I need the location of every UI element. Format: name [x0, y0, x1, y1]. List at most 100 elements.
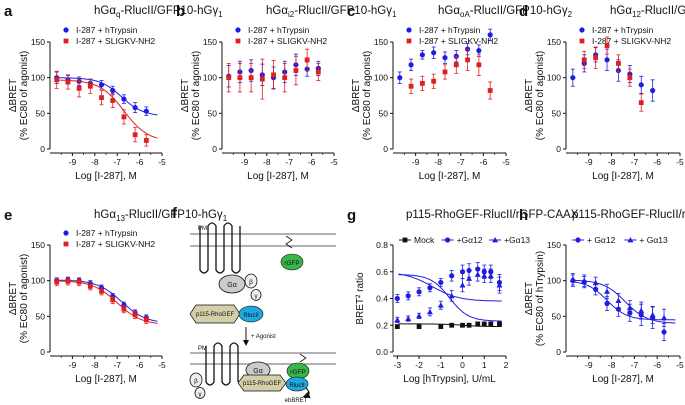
legend-entry: I-287 + hTrypsin	[63, 25, 138, 35]
legend-marker	[63, 27, 69, 33]
x-tick-label: 0	[460, 360, 465, 370]
y-axis-label: ΔBRET	[8, 79, 19, 112]
chart-d: d hGα12-RlucII/GFP10-hGγ1 0 50 100 150 -9 -8 -7 -…	[519, 3, 685, 182]
x-axis-label: Log [I-287], M	[75, 171, 137, 182]
legend-entry: I-287 + SLIGKV-NH2	[406, 36, 498, 46]
y-tick-label: 50	[552, 311, 562, 321]
y-tick-label: 0	[556, 144, 561, 154]
legend-label: I-287 + SLIGKV-NH2	[592, 36, 671, 46]
data-point	[476, 47, 482, 54]
legend-entry: + Gα13	[624, 235, 668, 245]
data-point	[604, 288, 611, 294]
legend-marker	[445, 237, 451, 243]
receptor-top	[199, 222, 241, 274]
y-tick-label: 0.0	[376, 347, 388, 357]
x-tick-label: -2	[415, 360, 423, 370]
data-point	[570, 75, 576, 81]
y-axis-label: ΔBRET	[524, 79, 535, 112]
legend-marker	[63, 38, 69, 44]
legend-marker	[575, 237, 581, 243]
data-point	[627, 75, 633, 81]
data-point	[416, 289, 422, 295]
legend-label: I-287 + hTrypsin	[419, 25, 481, 35]
rgfp-top: rGFP	[280, 235, 304, 271]
data-point	[416, 312, 423, 319]
fit-curve	[571, 281, 676, 321]
legend-marker	[627, 237, 634, 243]
data-point	[465, 57, 470, 63]
y-axis-sublabel: (% EC80 of agonist)	[535, 51, 546, 141]
data-point	[54, 279, 60, 285]
series-i-287-sligkv-nh2	[54, 70, 158, 147]
data-point	[438, 279, 444, 286]
data-point	[466, 275, 473, 281]
chart-title: p115-RhoGEF-RlucII/rGFP-CAAX	[572, 209, 685, 221]
legend-entry: I-287 + hTrypsin	[579, 25, 654, 35]
title-subscript: q	[116, 10, 120, 19]
data-point	[438, 324, 444, 329]
rgfp-label-bottom: rGFP	[290, 369, 306, 376]
y-tick-label: 0.8	[376, 240, 388, 250]
gamma-label: γ	[254, 293, 258, 300]
data-point	[419, 80, 425, 86]
y-tick-label: 50	[379, 108, 389, 118]
y-tick-label: 100	[31, 73, 45, 83]
y-tick-label: 50	[208, 108, 218, 118]
data-point	[271, 72, 276, 78]
series-i-287-htrypsin	[570, 47, 656, 102]
y-axis-label: ΔBRET	[524, 282, 535, 315]
data-point	[592, 279, 599, 286]
x-tick-label: -9	[69, 360, 77, 370]
x-tick-label: -5	[676, 157, 684, 167]
legend-label: +Gα12	[457, 235, 483, 245]
x-tick-label: -1	[437, 360, 445, 370]
fit-curve	[398, 274, 502, 322]
data-point	[87, 83, 93, 89]
x-tick-label: -9	[412, 157, 420, 167]
y-tick-label: 100	[31, 276, 45, 286]
data-point	[394, 324, 400, 329]
legend-marker	[235, 38, 241, 44]
beta-label-bottom: β	[194, 378, 198, 385]
y-tick-label: 150	[374, 37, 388, 47]
legend-label: +Gα13	[504, 235, 530, 245]
x-tick-label: -8	[434, 157, 442, 167]
data-point	[604, 43, 610, 48]
galpha-label: Gα	[227, 282, 237, 289]
data-point	[394, 295, 400, 302]
membrane-bottom: PM	[190, 346, 336, 365]
data-point	[466, 322, 472, 328]
data-point	[487, 32, 493, 38]
data-point	[431, 78, 437, 84]
series-i-287-htrypsin	[54, 71, 158, 116]
title-text: hGα	[438, 5, 460, 17]
data-point	[442, 55, 448, 61]
legend-entry: I-287 + hTrypsin	[63, 228, 138, 238]
legend-entry: Mock	[399, 235, 435, 245]
series--g-13	[569, 273, 676, 327]
panel-label: h	[519, 207, 528, 224]
data-point	[304, 57, 310, 63]
membrane-label-bottom: PM	[198, 346, 207, 352]
panel-f-diagram: f PM Gα β γ rGFP p115-RhoGEF	[172, 205, 336, 404]
legend-label: I-287 + SLIGKV-NH2	[76, 239, 155, 249]
legend-marker	[63, 230, 69, 236]
y-axis-label: ΔBRET	[351, 79, 362, 112]
series-i-287-sligkv-nh2	[54, 277, 158, 324]
series-i-287-sligkv-nh2	[226, 48, 321, 100]
data-point	[626, 304, 633, 311]
y-tick-label: 0	[383, 144, 388, 154]
y-axis-sublabel: (% EC80 of hTrypsin)	[535, 251, 546, 346]
x-tick-label: -5	[502, 157, 510, 167]
membrane-top: PM	[190, 226, 336, 247]
x-tick-label: -7	[631, 360, 639, 370]
y-axis-sublabel: (% EC80 of agonist)	[19, 254, 30, 344]
title-text: hGα	[266, 5, 288, 17]
fit-curve	[571, 279, 676, 324]
series--g-13	[394, 267, 503, 323]
agonist-arrow: + Agonist	[243, 327, 276, 346]
data-point	[87, 283, 93, 289]
data-point	[474, 271, 481, 277]
